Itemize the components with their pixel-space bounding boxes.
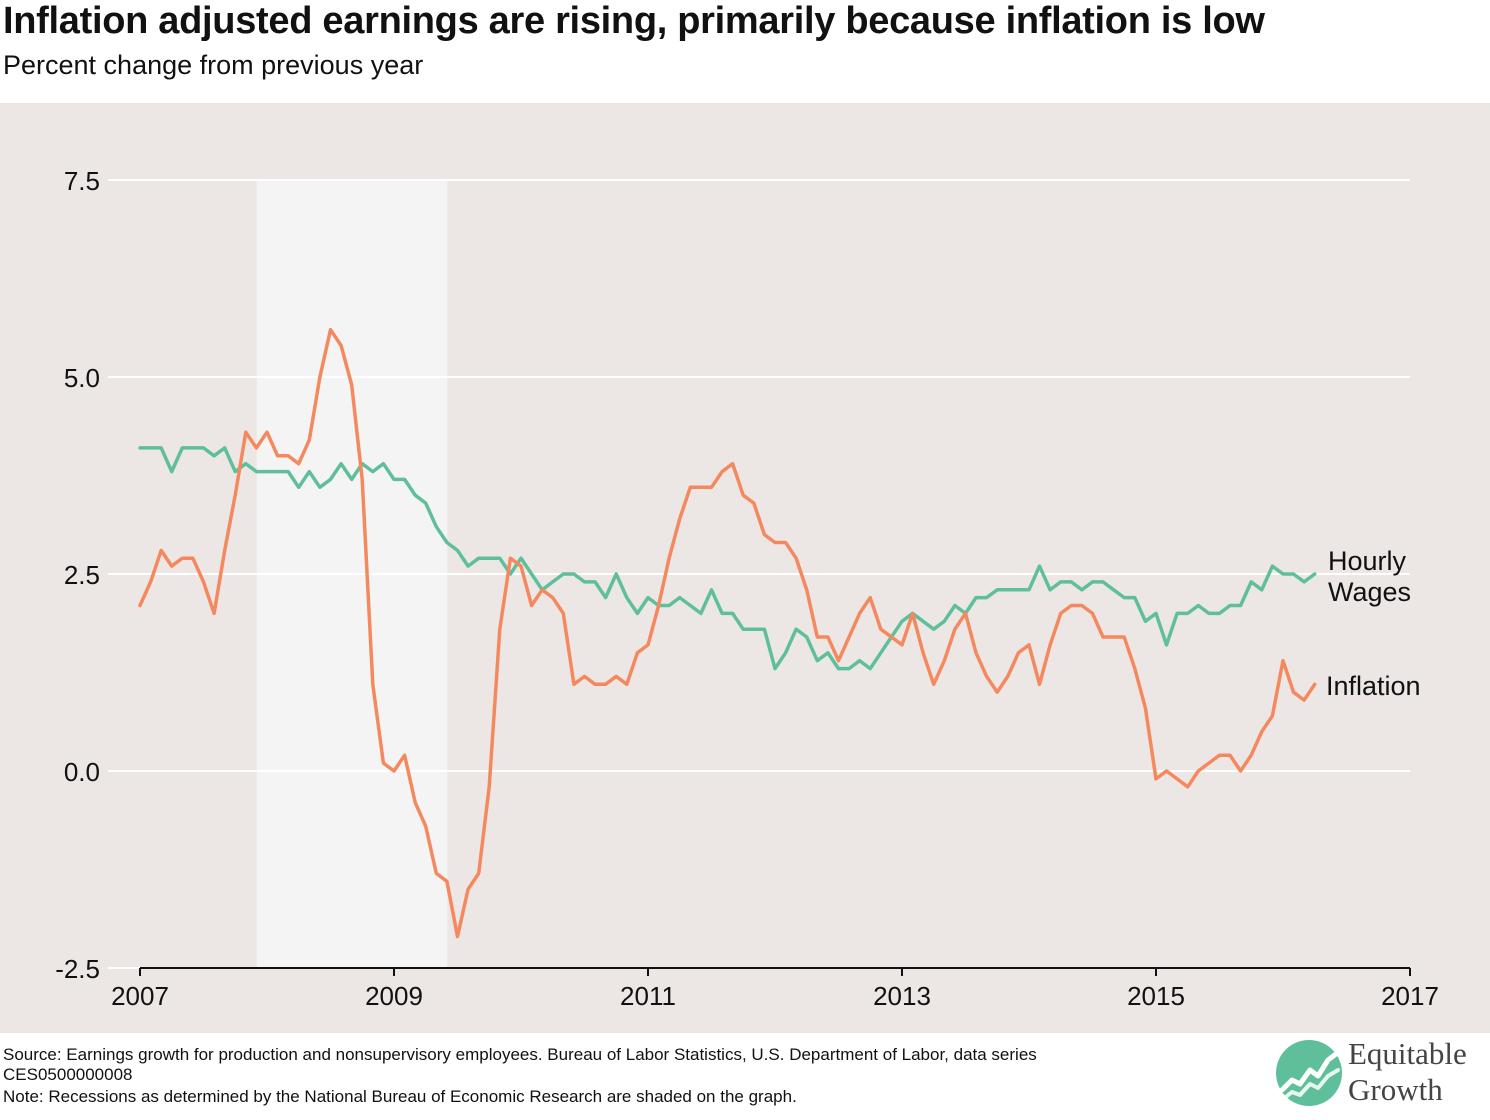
y-tick-label: 0.0 [64, 757, 100, 787]
y-tick-label: 2.5 [64, 560, 100, 590]
x-tick-label: 2011 [620, 981, 676, 1011]
plot-panel [0, 103, 1490, 1033]
y-tick-label: 5.0 [64, 363, 100, 393]
series-line-inflation [138, 327, 1317, 939]
series-line-hourly-wages [138, 446, 1317, 671]
x-tick-label: 2007 [111, 981, 169, 1011]
logo-text-equitable: Equitable [1348, 1036, 1467, 1071]
rising-chart-circle-icon [1276, 1040, 1342, 1106]
line-chart: 7.5 5.0 2.5 0.0 -2.5 2007 2009 2011 2013 2015 2017… [55, 166, 1439, 1011]
chart-subtitle: Percent change from previous year [3, 50, 424, 80]
series-label: Inflation [1326, 671, 1421, 701]
x-tick-label: 2009 [365, 981, 423, 1011]
series-id-note: CES0500000008 [3, 1065, 133, 1084]
y-tick-label: 7.5 [64, 166, 100, 196]
equitable-growth-logo: Equitable Growth [1276, 1034, 1490, 1114]
series-label: Wages [1328, 577, 1411, 607]
x-tick-label: 2017 [1381, 981, 1439, 1011]
x-tick-label: 2013 [873, 981, 931, 1011]
chart-title: Inflation adjusted earnings are rising, … [3, 0, 1265, 42]
y-tick-label: -2.5 [55, 954, 100, 984]
source-note: Source: Earnings growth for production a… [3, 1045, 1037, 1064]
x-tick-label: 2015 [1127, 981, 1185, 1011]
recession-note: Note: Recessions as determined by the Na… [3, 1087, 797, 1106]
logo-text-growth: Growth [1348, 1072, 1443, 1107]
series-label: Hourly [1328, 546, 1407, 576]
